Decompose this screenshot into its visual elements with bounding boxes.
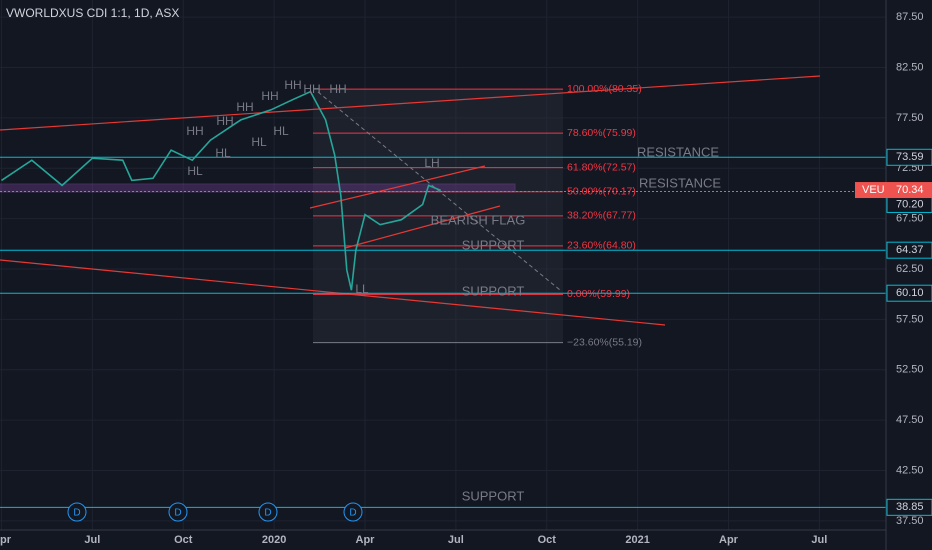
price-tag-label: 64.37 <box>896 244 924 256</box>
x-tick-label: Oct <box>174 534 193 546</box>
y-tick-label: 42.50 <box>896 464 924 476</box>
axes: 87.5082.5077.5072.5067.5062.5057.5052.50… <box>0 11 932 546</box>
x-tick-label: Apr <box>719 534 739 546</box>
y-tick-label: 87.50 <box>896 11 924 23</box>
price-tag <box>886 148 932 166</box>
dividend-label: D <box>349 508 356 519</box>
trendline <box>309 165 486 209</box>
annotation: HL <box>215 146 231 160</box>
fib-label: −23.60%(55.19) <box>567 336 642 348</box>
price-tag-label: 70.20 <box>896 198 924 210</box>
annotation: HH <box>216 114 233 128</box>
y-tick-label: 57.50 <box>896 313 924 325</box>
dashed-trend <box>317 91 561 291</box>
dividend-marker <box>67 502 87 522</box>
annotation: SUPPORT <box>462 488 525 503</box>
annotation: RESISTANCE <box>639 175 721 190</box>
fib-label: 78.60%(75.99) <box>567 127 636 139</box>
zone <box>0 183 516 193</box>
fib-label: 61.80%(72.57) <box>567 161 636 173</box>
x-tick-label: Apr <box>356 534 376 546</box>
dividend-marker <box>258 502 278 522</box>
fib-label: 23.60%(64.80) <box>567 240 636 252</box>
annotation: LL <box>355 282 369 296</box>
y-tick-label: 77.50 <box>896 112 924 124</box>
annotation: HH <box>261 89 278 103</box>
last-price-label: 70.34 <box>896 184 924 196</box>
grid <box>0 0 886 530</box>
price-line-series <box>1 90 442 291</box>
last-price-mark <box>855 182 932 199</box>
x-tick-label: 2020 <box>262 534 286 546</box>
y-tick-label: 37.50 <box>896 515 924 527</box>
y-tick-label: 67.50 <box>896 213 924 225</box>
annotation: HH <box>329 82 346 96</box>
price-tag <box>886 498 932 516</box>
dividend-marker <box>343 502 363 522</box>
y-tick-label: 52.50 <box>896 364 924 376</box>
price-lines <box>0 156 886 508</box>
x-tick-label: Jul <box>811 534 827 546</box>
last-price-symbol: VEU <box>862 184 885 196</box>
x-tick-label: Jul <box>84 534 100 546</box>
trendlines <box>0 75 821 326</box>
x-tick-label: 2021 <box>625 534 649 546</box>
annotation: LH <box>424 156 439 170</box>
price-tag-label: 73.59 <box>896 151 924 163</box>
y-tick-label: 82.50 <box>896 61 924 73</box>
annotation: HH <box>236 100 253 114</box>
trendline <box>344 205 501 249</box>
annotation: HH <box>303 82 320 96</box>
dividend-label: D <box>264 508 271 519</box>
x-tick-label: Apr <box>0 534 12 546</box>
price-tag-label: 38.85 <box>896 501 924 513</box>
y-tick-label: 62.50 <box>896 263 924 275</box>
fib-group: 100.00%(80.35)78.60%(75.99)61.80%(72.57)… <box>313 83 642 348</box>
annotation: RESISTANCE <box>637 144 719 159</box>
price-tag <box>886 284 932 302</box>
price-tag <box>886 241 932 259</box>
chart-title: VWORLDXUS CDI 1:1, 1D, ASX <box>6 6 179 20</box>
price-tag-label: 60.10 <box>896 287 924 299</box>
fib-label: 38.20%(67.77) <box>567 210 636 222</box>
fib-label: 0.00%(59.99) <box>567 288 630 300</box>
annotation: HH <box>284 78 301 92</box>
annotation: HL <box>251 135 267 149</box>
y-tick-label: 47.50 <box>896 414 924 426</box>
annotation: HH <box>186 124 203 138</box>
x-tick-label: Oct <box>538 534 557 546</box>
annotation: SUPPORT <box>462 283 525 298</box>
dividend-marker <box>168 502 188 522</box>
dividend-label: D <box>73 508 80 519</box>
dividend-label: D <box>174 508 181 519</box>
trendline <box>0 75 821 131</box>
annotation: BEARISH FLAG <box>431 212 526 227</box>
series <box>1 90 442 291</box>
annotation: SUPPORT <box>462 237 525 252</box>
annotation: HL <box>187 164 203 178</box>
x-tick-label: Jul <box>448 534 464 546</box>
annotation: HL <box>273 124 289 138</box>
trendline <box>0 259 666 326</box>
